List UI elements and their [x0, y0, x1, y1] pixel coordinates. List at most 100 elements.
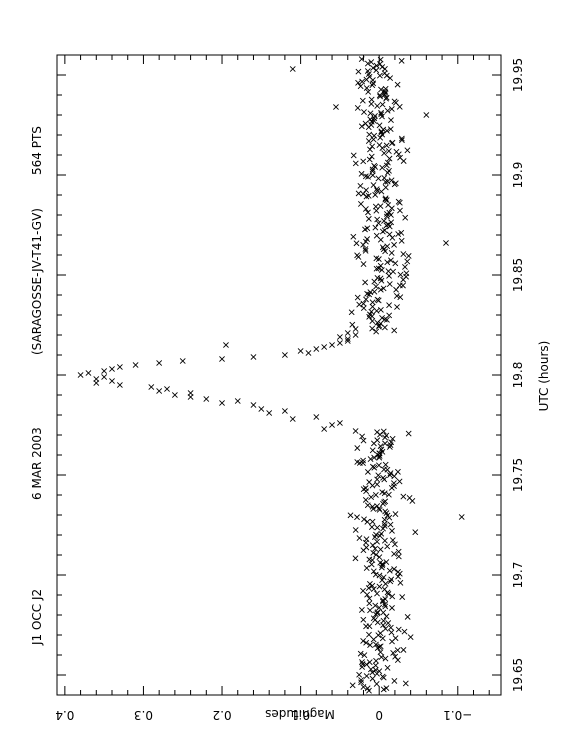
- data-point: [392, 541, 398, 548]
- data-point: [258, 406, 265, 412]
- data-point: [388, 629, 395, 636]
- data-point: [187, 390, 194, 396]
- x-tick-label: 19.65: [511, 658, 525, 692]
- data-point: [383, 685, 390, 692]
- data-point: [388, 250, 395, 256]
- data-point: [374, 610, 381, 617]
- data-point: [391, 327, 398, 334]
- data-point: [355, 190, 362, 197]
- data-point: [391, 473, 398, 480]
- data-point: [360, 261, 367, 267]
- data-point: [371, 162, 378, 169]
- data-point: [116, 382, 123, 388]
- data-point: [401, 628, 408, 635]
- data-point: [371, 118, 378, 124]
- data-point: [357, 83, 364, 90]
- data-point: [390, 268, 397, 275]
- data-point: [396, 478, 403, 485]
- data-point: [360, 616, 367, 623]
- data-point: [366, 131, 373, 138]
- data-point: [381, 466, 387, 473]
- data-point: [374, 590, 380, 597]
- data-point: [374, 429, 381, 436]
- data-point: [281, 352, 288, 358]
- data-point: [365, 209, 371, 216]
- data-point: [371, 132, 378, 139]
- data-point: [396, 282, 403, 289]
- data-point: [373, 62, 380, 69]
- data-point: [305, 350, 312, 356]
- data-point: [364, 236, 371, 243]
- data-point: [387, 578, 394, 585]
- data-point: [370, 586, 377, 593]
- data-point: [101, 368, 108, 374]
- data-point: [377, 559, 384, 566]
- data-point: [368, 308, 375, 315]
- data-point: [116, 364, 123, 370]
- data-point: [358, 679, 365, 686]
- data-point: [384, 127, 390, 134]
- y-axis-label: Magnitudes: [265, 707, 335, 721]
- data-point: [388, 219, 395, 226]
- data-point: [384, 543, 391, 550]
- data-point: [360, 158, 367, 165]
- data-point: [372, 545, 379, 552]
- data-point: [377, 93, 384, 100]
- data-point: [366, 556, 373, 563]
- data-point: [381, 601, 388, 608]
- data-point: [374, 609, 381, 616]
- data-point: [363, 673, 370, 679]
- data-point: [399, 594, 406, 600]
- data-point: [377, 306, 384, 313]
- data-point: [407, 634, 414, 641]
- y-tick-label: 0: [375, 708, 383, 722]
- data-point: [394, 657, 401, 663]
- data-point: [379, 673, 386, 680]
- data-point: [281, 408, 288, 414]
- data-point: [354, 294, 361, 301]
- data-point: [381, 150, 388, 157]
- data-point: [372, 492, 379, 498]
- data-point: [266, 410, 273, 416]
- data-point: [369, 168, 376, 175]
- data-point: [386, 472, 393, 479]
- data-point: [386, 231, 393, 238]
- data-point: [395, 568, 401, 575]
- data-point: [363, 187, 370, 194]
- data-point: [382, 195, 389, 202]
- data-point: [344, 330, 351, 336]
- data-point: [388, 177, 395, 184]
- data-point: [374, 503, 381, 509]
- data-point: [374, 296, 381, 303]
- data-point: [374, 524, 381, 531]
- data-point: [368, 96, 375, 103]
- axis-ticks: 19.65 19.7 19.75 19.8 19.85 19.9 19.95 −0.1 0 0.1…: [55, 54, 525, 722]
- data-point: [354, 105, 361, 111]
- data-point: [388, 439, 395, 446]
- y-tick-label: 0.1: [291, 708, 310, 722]
- data-point: [376, 643, 383, 650]
- data-point: [364, 290, 371, 297]
- data-point: [377, 643, 384, 650]
- data-point: [223, 342, 229, 348]
- data-point: [329, 422, 335, 428]
- x-tick-label: 19.7: [511, 562, 525, 589]
- data-point: [378, 111, 385, 118]
- data-point: [390, 650, 397, 656]
- data-point: [395, 468, 401, 475]
- data-point: [381, 586, 388, 593]
- data-point: [234, 398, 241, 404]
- data-point: [366, 580, 373, 587]
- data-point: [361, 109, 367, 115]
- data-point: [387, 257, 394, 264]
- data-point: [395, 231, 402, 237]
- data-point: [372, 662, 379, 669]
- data-point: [394, 81, 401, 88]
- data-point: [369, 675, 376, 682]
- data-point: [458, 514, 465, 520]
- data-point: [363, 85, 370, 91]
- data-point: [359, 661, 366, 667]
- data-point: [395, 553, 402, 560]
- data-point: [393, 148, 400, 155]
